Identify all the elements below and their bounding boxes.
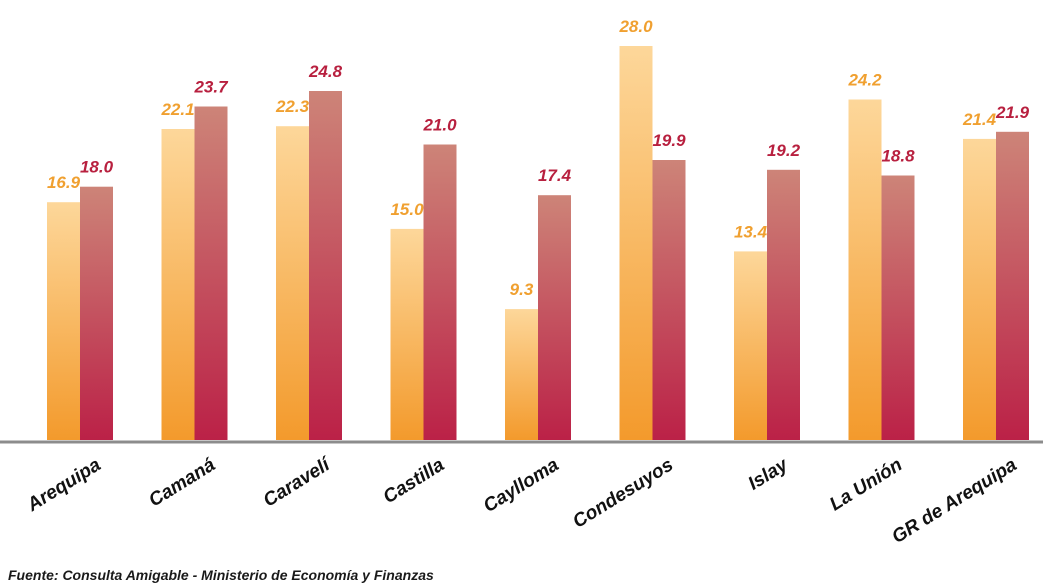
value-label-2-0: 18.0 (80, 158, 114, 177)
value-labels-group: 16.918.0 22.1 23.7 22.3 24.8 15.0 21.0 9.3 17.4 2… (47, 17, 1030, 299)
source-note: Fuente: Consulta Amigable - Ministerio d… (8, 567, 434, 583)
bar-2-5 (652, 160, 686, 440)
value-label-2-4: 17.4 (538, 166, 572, 185)
bar-2-6 (767, 169, 800, 441)
value-label-2-2: 24.8 (308, 62, 343, 81)
bar-1-7 (848, 99, 882, 440)
x-tick-label-7: La Unión (826, 454, 906, 515)
x-tick-label-3: Castilla (380, 454, 449, 508)
bars-group (47, 46, 1029, 441)
x-tick-label-8: GR de Arequipa (888, 454, 1021, 548)
bar-1-5 (619, 46, 653, 440)
value-label-1-2: 22.3 (275, 97, 310, 116)
x-tick-label-4: Caylloma (480, 454, 563, 517)
bar-1-4 (505, 309, 538, 440)
bar-2-0 (80, 186, 113, 440)
value-label-2-8: 21.9 (995, 103, 1030, 122)
value-label-1-8: 21.4 (962, 110, 997, 129)
bar-2-2 (309, 91, 342, 440)
bar-2-8 (996, 131, 1029, 441)
bar-1-2 (276, 126, 309, 440)
value-label-2-1: 23.7 (193, 78, 229, 97)
bar-1-1 (161, 129, 195, 440)
x-tick-label-2: Caravelí (260, 453, 336, 511)
value-label-1-0: 16.9 (47, 173, 81, 192)
x-tick-label-0: Arequipa (23, 454, 105, 516)
value-label-1-1: 22.1 (160, 100, 194, 119)
value-label-1-7: 24.2 (847, 71, 882, 90)
bar-1-6 (734, 251, 767, 440)
bar-2-4 (538, 195, 571, 440)
value-label-1-6: 13.4 (734, 222, 768, 241)
value-label-1-3: 15.0 (390, 200, 424, 219)
bar-1-3 (390, 228, 424, 440)
value-label-2-3: 21.0 (422, 116, 457, 135)
value-label-2-7: 18.8 (881, 147, 915, 166)
x-tick-label-6: Islay (745, 454, 793, 495)
x-tick-labels-group: Arequipa Camaná Caravelí Castilla Caylloma Co… (23, 453, 1021, 548)
value-label-1-4: 9.3 (510, 280, 534, 299)
x-tick-label-1: Camaná (145, 454, 219, 511)
x-tick-label-5: Condesuyos (569, 454, 677, 532)
bar-1-0 (47, 202, 80, 440)
value-label-1-5: 28.0 (618, 17, 653, 36)
bar-2-7 (881, 175, 915, 440)
bar-1-8 (963, 138, 996, 440)
bar-2-1 (194, 106, 228, 440)
value-label-2-5: 19.9 (652, 131, 686, 150)
bar-2-3 (423, 144, 457, 440)
value-label-2-6: 19.2 (767, 141, 801, 160)
